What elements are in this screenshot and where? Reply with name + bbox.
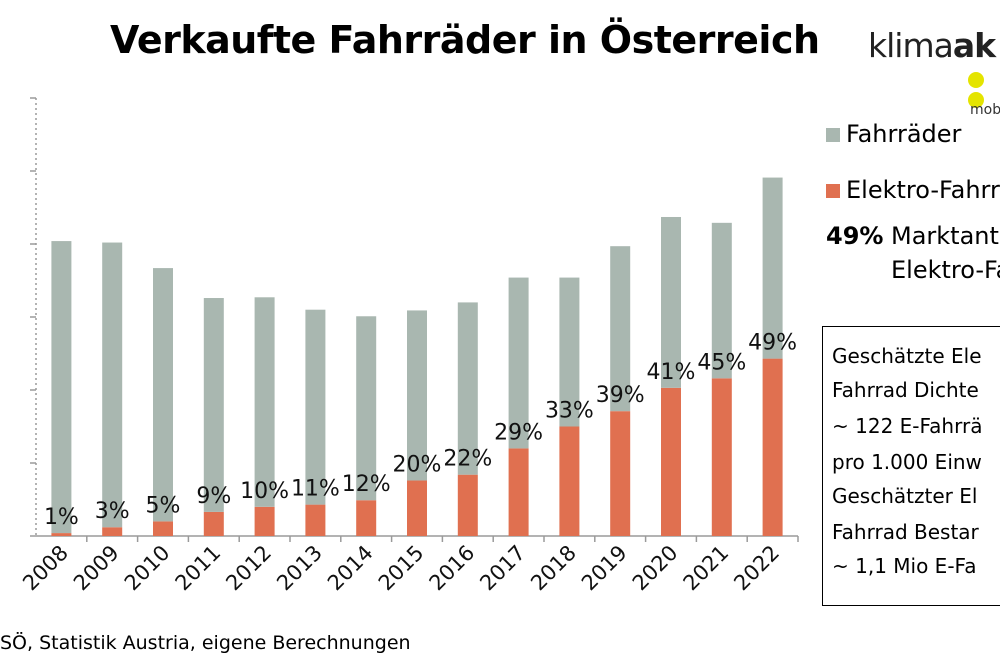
x-tick-label: 2014 bbox=[323, 541, 378, 596]
bar-fahrraeder bbox=[610, 246, 631, 412]
bar-fahrraeder bbox=[51, 241, 72, 534]
x-tick-label: 2017 bbox=[475, 541, 530, 596]
data-label: 20% bbox=[393, 453, 442, 478]
data-label: 33% bbox=[545, 399, 594, 424]
note-line: Fahrrad Bestar bbox=[832, 520, 979, 544]
note-line: Geschätzter El bbox=[832, 484, 978, 508]
x-tick-label: 2010 bbox=[120, 541, 175, 596]
bar-elektro bbox=[51, 533, 72, 536]
bar-fahrraeder bbox=[559, 277, 580, 427]
bar-elektro bbox=[457, 474, 478, 536]
data-label: 11% bbox=[291, 477, 340, 502]
bar-fahrraeder bbox=[711, 222, 732, 379]
x-tick-label: 2008 bbox=[18, 541, 73, 596]
klimaaktiv-logo: klimaak bbox=[868, 26, 996, 65]
bar-elektro bbox=[711, 378, 732, 536]
bar-elektro bbox=[610, 411, 631, 536]
data-label: 22% bbox=[443, 447, 492, 472]
bar-fahrraeder bbox=[356, 316, 377, 501]
bar-elektro bbox=[661, 387, 681, 536]
data-label: 29% bbox=[494, 420, 543, 445]
bar-fahrraeder bbox=[407, 310, 427, 481]
x-tick-label: 2016 bbox=[425, 541, 480, 596]
bar-elektro bbox=[254, 506, 275, 536]
bar-elektro bbox=[508, 448, 529, 536]
source-note: SÖ, Statistik Austria, eigene Berechnung… bbox=[0, 632, 411, 654]
x-tick-label: 2022 bbox=[729, 541, 784, 596]
x-tick-label: 2013 bbox=[272, 541, 327, 596]
legend-label-elektro: Elektro-Fahrr bbox=[846, 176, 1000, 204]
bar-elektro bbox=[762, 358, 783, 536]
x-tick-label: 2018 bbox=[526, 541, 581, 596]
data-label: 10% bbox=[240, 479, 289, 504]
bar-elektro bbox=[305, 504, 326, 536]
bar-fahrraeder bbox=[508, 277, 529, 449]
legend-label-fahrraeder: Fahrräder bbox=[846, 120, 962, 148]
data-label: 12% bbox=[342, 472, 391, 497]
legend-share-line1: Marktant bbox=[891, 222, 999, 250]
x-tick-label: 2011 bbox=[171, 541, 226, 596]
x-tick-label: 2015 bbox=[374, 541, 429, 596]
note-line: pro 1.000 Einw bbox=[832, 450, 982, 474]
note-box bbox=[822, 326, 1000, 606]
note-line: Geschätzte Ele bbox=[832, 344, 982, 368]
data-label: 49% bbox=[748, 331, 797, 356]
bar-elektro bbox=[203, 511, 224, 536]
bar-elektro bbox=[559, 426, 580, 536]
data-label: 3% bbox=[95, 499, 130, 524]
bar-fahrraeder bbox=[102, 242, 123, 528]
chart-title: Verkaufte Fahrräder in Österreich bbox=[110, 18, 820, 62]
bar-elektro bbox=[102, 527, 123, 536]
data-label: 1% bbox=[44, 505, 79, 530]
note-line: ~ 122 E-Fahrrä bbox=[832, 414, 983, 438]
bar-fahrraeder bbox=[203, 298, 224, 512]
legend-swatch-fahrraeder bbox=[826, 128, 840, 142]
data-label: 39% bbox=[596, 383, 645, 408]
x-tick-label: 2020 bbox=[628, 541, 683, 596]
logo-text-regular: klima bbox=[868, 26, 954, 65]
bar-fahrraeder bbox=[305, 309, 326, 505]
bar-elektro bbox=[356, 500, 377, 536]
legend-share-value: 49% bbox=[826, 222, 884, 250]
note-line: ~ 1,1 Mio E-Fa bbox=[832, 554, 977, 578]
logo-text-bold: ak bbox=[952, 26, 996, 65]
logo-dots-icon bbox=[968, 72, 1000, 112]
bar-fahrraeder bbox=[762, 177, 783, 359]
bar-fahrraeder bbox=[457, 302, 478, 475]
data-label: 9% bbox=[196, 484, 231, 509]
x-tick-label: 2021 bbox=[679, 541, 734, 596]
legend-share-line2: Elektro-Fa bbox=[891, 256, 1000, 284]
data-label: 45% bbox=[697, 350, 746, 375]
data-label: 41% bbox=[647, 360, 696, 385]
bar-elektro bbox=[407, 480, 427, 536]
bar-fahrraeder bbox=[254, 297, 275, 507]
legend-swatch-elektro bbox=[826, 184, 840, 198]
logo-subtext: mob bbox=[970, 102, 1000, 118]
bar-fahrraeder bbox=[661, 216, 681, 388]
x-tick-label: 2009 bbox=[69, 541, 124, 596]
bar-elektro bbox=[153, 521, 173, 536]
x-tick-label: 2012 bbox=[221, 541, 276, 596]
x-tick-label: 2019 bbox=[577, 541, 632, 596]
note-line: Fahrrad Dichte bbox=[832, 378, 979, 402]
bar-fahrraeder bbox=[153, 268, 173, 522]
data-label: 5% bbox=[146, 493, 181, 518]
